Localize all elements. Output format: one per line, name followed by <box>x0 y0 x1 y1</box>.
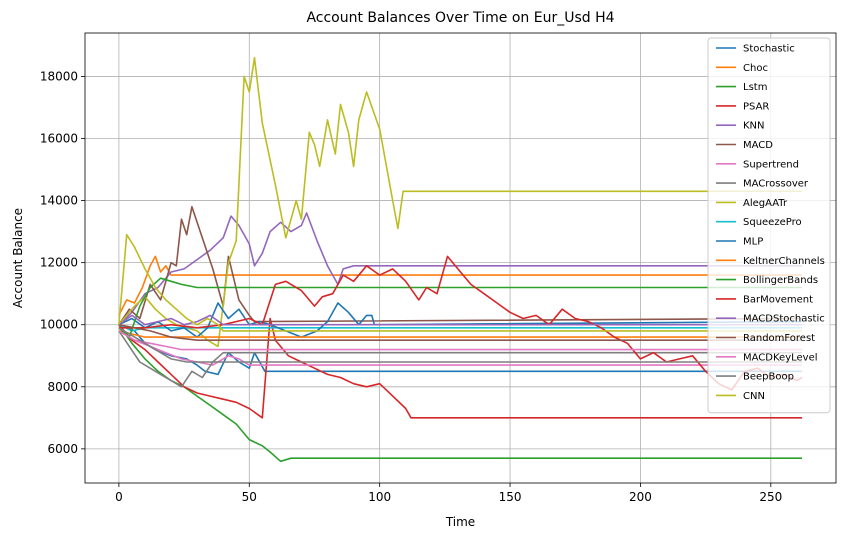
series-line <box>118 255 803 391</box>
legend: Stochastic Choc Lstm PSAR KNN MACD Supertrend M… <box>707 37 831 414</box>
chart-title: Account Balances Over Time on Eur_Usd H4 <box>306 10 614 26</box>
legend-entry-label: MLP <box>743 237 763 248</box>
y-axis-label: Account Balance <box>11 208 25 308</box>
legend-entry-label: BollingerBands <box>743 275 818 286</box>
x-tick-label: 200 <box>629 490 652 504</box>
series-line <box>118 327 803 363</box>
x-tick-label: 100 <box>368 490 391 504</box>
series-lines <box>118 57 803 463</box>
y-tick-label: 10000 <box>40 318 78 332</box>
legend-entry-label: SqueezePro <box>743 217 802 228</box>
y-tick-label: 6000 <box>47 442 78 456</box>
legend-entry-label: Choc <box>743 63 768 74</box>
legend-entry-label: Lstm <box>743 82 767 93</box>
legend-entry-label: Supertrend <box>743 159 799 170</box>
series-line <box>118 330 803 388</box>
y-tick-label: 16000 <box>40 132 78 146</box>
legend-entry-label: KNN <box>743 121 765 132</box>
legend-entry-label: BeepBoop <box>743 372 794 383</box>
x-axis-label: Time <box>445 515 475 529</box>
y-tick-label: 8000 <box>47 380 78 394</box>
legend-entry-label: Stochastic <box>743 44 795 55</box>
series-line <box>118 212 803 326</box>
legend-entry-label: MACD <box>743 140 773 151</box>
x-tick-label: 0 <box>115 490 123 504</box>
y-tick-label: 14000 <box>40 194 78 208</box>
legend-entry-label: PSAR <box>743 101 769 112</box>
axis-ticks: 0 50 100 150 200 250 6000 8000 10000 12000 14000 16… <box>40 69 782 504</box>
plot-frame <box>84 32 837 484</box>
series-line <box>118 314 803 326</box>
series-line <box>118 323 803 341</box>
legend-entry-label: AlegAATr <box>743 198 788 209</box>
series-line <box>118 330 803 351</box>
legend-entry-label: MACDStochastic <box>743 314 825 325</box>
x-tick-label: 250 <box>759 490 782 504</box>
series-line <box>118 57 803 348</box>
legend-entry-label: KeltnerChannels <box>743 256 825 267</box>
y-tick-label: 12000 <box>40 256 78 270</box>
legend-box <box>707 37 831 414</box>
x-tick-label: 50 <box>242 490 257 504</box>
series-line <box>118 233 803 332</box>
x-tick-label: 150 <box>499 490 522 504</box>
legend-entry-label: CNN <box>743 391 765 402</box>
legend-entry-label: BarMovement <box>743 294 813 305</box>
y-tick-label: 18000 <box>40 69 78 83</box>
legend-entry-label: RandomForest <box>743 333 815 344</box>
legend-entry-label: MACrossover <box>743 179 809 190</box>
legend-entry-label: MACDKeyLevel <box>743 352 818 363</box>
series-line <box>118 324 803 463</box>
series-line <box>118 317 803 419</box>
